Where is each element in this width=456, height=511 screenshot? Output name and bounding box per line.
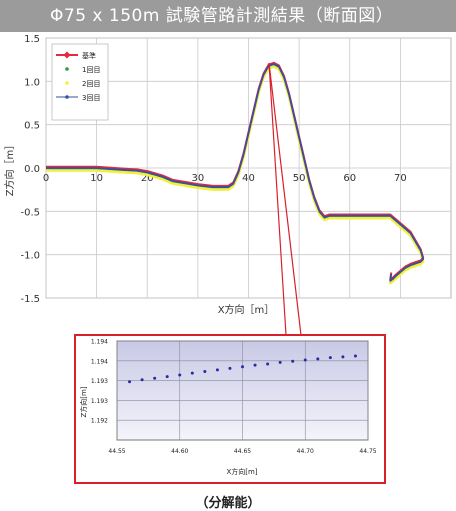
zoom-data-point — [341, 355, 345, 359]
zoom-y-tick-label: 1.193 — [91, 378, 108, 385]
resolution-caption: （分解能） — [195, 496, 261, 511]
legend-label: 2回目 — [82, 80, 100, 88]
main-x-tick-label: 60 — [343, 173, 356, 184]
legend-marker — [65, 95, 69, 99]
zoom-x-tick-label: 44.65 — [234, 448, 251, 455]
zoom-x-tick-label: 44.55 — [108, 448, 125, 455]
zoom-data-point — [203, 369, 207, 373]
zoom-y-axis-label: Z方向[m] — [79, 386, 88, 417]
main-y-tick-label: 0.0 — [24, 164, 40, 175]
title-bar: Φ75 x 150m 試験管路計測結果（断面図） — [0, 0, 456, 32]
main-y-tick-label: -0.5 — [20, 207, 40, 218]
zoom-data-point — [190, 371, 194, 375]
main-chart: 1.5 1.0 0.5 0.0 -0.5 -1.0 -1.5 0 10 20 30 40 50 60 70… — [3, 34, 452, 316]
zoom-data-point — [328, 356, 332, 360]
zoom-x-tick-label: 44.60 — [171, 448, 188, 455]
legend-label: 基準 — [82, 51, 96, 60]
main-y-tick-label: -1.0 — [20, 251, 40, 262]
legend-label: 3回目 — [82, 94, 100, 102]
page-title: Φ75 x 150m 試験管路計測結果（断面図） — [50, 6, 394, 26]
main-x-tick-label: 50 — [293, 173, 306, 184]
main-x-tick-label: 30 — [192, 173, 205, 184]
main-y-tick-label: -1.5 — [20, 294, 40, 305]
zoom-data-point — [353, 354, 357, 358]
zoom-data-point — [278, 360, 282, 364]
zoom-data-point — [291, 359, 295, 363]
zoom-panel: 1.194 1.194 1.193 1.193 1.192 44.55 44.60 44.6… — [74, 334, 386, 484]
legend-marker — [65, 67, 69, 71]
zoom-data-point — [241, 365, 244, 369]
main-x-tick-label: 0 — [43, 173, 49, 184]
main-y-axis-label: Z方向［m］ — [3, 140, 16, 197]
main-x-axis-label: X方向［m］ — [218, 303, 275, 316]
main-y-tick-label: 0.5 — [24, 121, 40, 132]
legend-marker — [65, 81, 69, 85]
zoom-data-point — [303, 358, 307, 362]
zoom-data-point — [128, 380, 132, 384]
main-x-tick-label: 40 — [242, 173, 255, 184]
zoom-data-point — [253, 363, 257, 367]
zoom-data-point — [178, 373, 182, 377]
zoom-data-point — [316, 357, 320, 361]
zoom-x-axis-label: X方向[m] — [226, 467, 257, 476]
main-x-tick-label: 70 — [394, 173, 407, 184]
main-x-tick-label: 10 — [90, 173, 103, 184]
main-y-tick-label: 1.5 — [24, 34, 40, 45]
zoom-y-tick-label: 1.194 — [91, 339, 108, 346]
main-y-tick-label: 1.0 — [24, 77, 40, 88]
zoom-x-tick-label: 44.70 — [297, 448, 314, 455]
zoom-data-point — [215, 368, 219, 372]
zoom-y-tick-label: 1.194 — [91, 358, 108, 365]
zoom-x-tick-label: 44.75 — [359, 448, 376, 455]
zoom-data-point — [140, 378, 144, 382]
zoom-data-point — [165, 375, 169, 379]
zoom-data-point — [266, 362, 270, 366]
series-line-run3 — [46, 63, 425, 282]
zoom-data-point — [228, 366, 232, 370]
main-x-tick-label: 20 — [141, 173, 154, 184]
zoom-data-point — [153, 376, 157, 380]
legend-label: 1回目 — [82, 66, 100, 74]
zoom-y-tick-label: 1.192 — [91, 418, 108, 425]
zoom-y-tick-label: 1.193 — [91, 398, 108, 405]
legend-box — [51, 43, 109, 121]
zoom-chart: 1.194 1.194 1.193 1.193 1.192 44.55 44.60 44.6… — [79, 339, 377, 477]
